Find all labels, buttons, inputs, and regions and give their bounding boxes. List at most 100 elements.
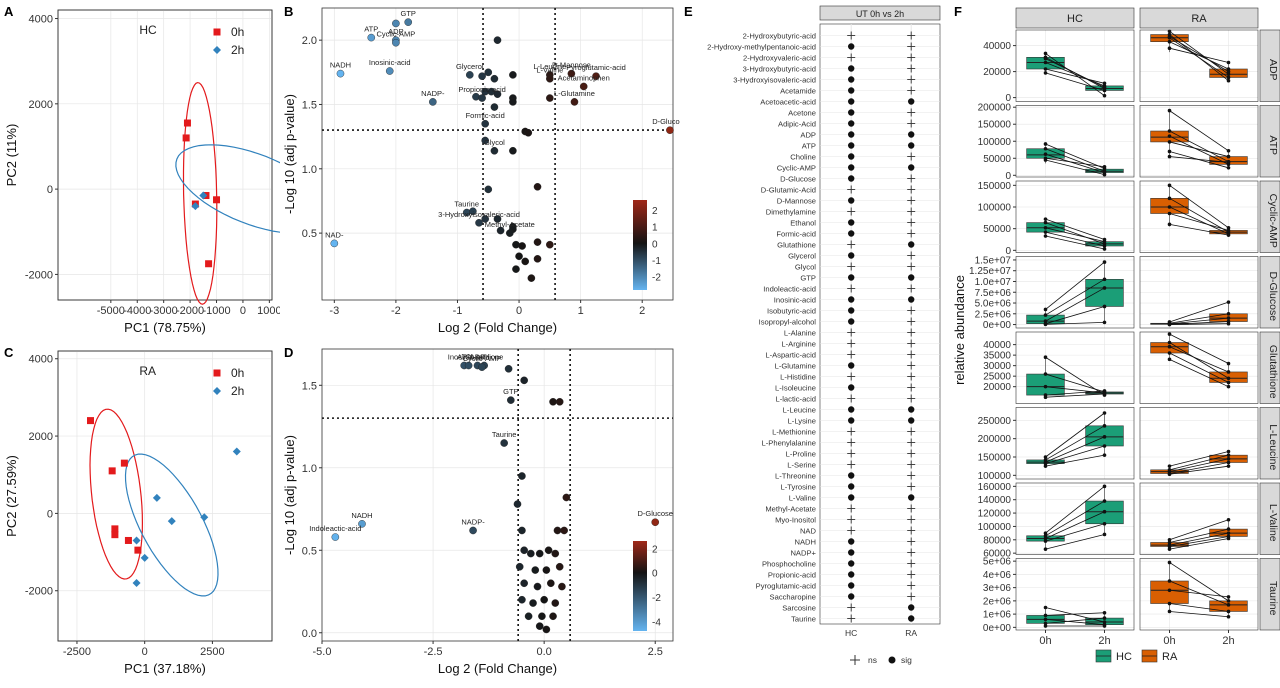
x-tick-label: 0h: [1039, 635, 1051, 647]
pair-line: [1169, 37, 1229, 78]
pair-point: [1226, 536, 1231, 541]
pair-point: [1226, 226, 1231, 230]
pair-point: [1167, 322, 1172, 327]
point-label: NAD-: [325, 230, 344, 239]
row-label: L-Isoleucine: [775, 383, 816, 392]
pair-point: [1167, 357, 1172, 362]
y-tick-label: 7.5e+06: [975, 288, 1012, 299]
facet-strip-row: [1259, 482, 1280, 555]
pair-line: [1169, 333, 1229, 364]
pair-point: [1226, 614, 1231, 619]
row-label: ATP: [802, 141, 816, 150]
point-0h: [111, 531, 119, 539]
point-label: Taurine: [492, 430, 517, 439]
colorbar: [633, 541, 647, 631]
x-tick-label: 2: [639, 305, 645, 317]
y-tick-label: 2000: [29, 99, 53, 111]
pair-point: [1226, 154, 1231, 159]
confidence-ellipse-2h: [124, 453, 219, 597]
point-0h: [87, 417, 95, 425]
point-label: 3-Hydroxyisovaleric-acid: [438, 210, 520, 219]
y-tick-label: 0.5: [302, 545, 317, 557]
pair-point: [1102, 532, 1107, 537]
pair-point: [1226, 316, 1231, 320]
pair-point: [1226, 72, 1231, 76]
volcano-point: [509, 71, 517, 79]
pair-point: [1043, 220, 1048, 225]
volcano-point: [504, 364, 513, 373]
plot-frame: [57, 350, 273, 642]
facet-Glutathione-RA: [1139, 331, 1259, 404]
y-tick-label: 4e+06: [983, 570, 1012, 581]
pair-line: [1045, 218, 1105, 240]
volcano-point: [493, 90, 502, 98]
row-label: L-Glutamine: [775, 361, 816, 370]
volcano-point: [512, 240, 520, 249]
row-label: L-Arginine: [781, 339, 816, 348]
pair-point: [1043, 605, 1048, 610]
volcano-point: [538, 612, 546, 621]
point-0h: [182, 134, 190, 142]
pair-point: [1043, 307, 1048, 312]
row-label: Methyl-Acetate: [765, 504, 816, 513]
pair-point: [1102, 164, 1107, 169]
volcano-point: [404, 18, 413, 26]
pair-point: [1226, 370, 1231, 374]
row-label: Sarcosine: [782, 603, 816, 612]
pair-point: [1167, 205, 1172, 209]
pair-line: [1045, 511, 1105, 539]
pair-point: [1226, 166, 1231, 170]
pair-point: [1043, 51, 1048, 56]
pair-line: [1169, 36, 1229, 72]
facet-Taurine-RA: [1139, 558, 1259, 631]
pair-point: [1043, 230, 1048, 234]
facet-strip-row-label: L-Leucine: [1267, 424, 1279, 470]
y-tick-label: 250000: [978, 416, 1012, 427]
sig-dot: [908, 164, 915, 171]
panel-letter: E: [684, 4, 693, 19]
x-tick-label: 0: [516, 305, 522, 317]
pair-point: [1043, 464, 1048, 468]
row-label: L-Alanine: [784, 328, 816, 337]
pair-point: [1167, 544, 1172, 549]
point-2h: [152, 493, 161, 502]
volcano-point: [666, 126, 674, 135]
pair-point: [1043, 142, 1048, 146]
pair-line: [1045, 261, 1105, 310]
pair-point: [1226, 300, 1231, 304]
pair-line: [1045, 148, 1105, 172]
volcano-point: [520, 376, 528, 385]
pair-point: [1043, 617, 1048, 622]
plot-area: ATPADPGlutathioneInosinic-acidCyclic-AMP…: [309, 348, 674, 644]
y-tick-label: 2e+06: [983, 596, 1012, 607]
row-label: Formic-acid: [776, 229, 816, 238]
sig-dot: [848, 43, 855, 50]
facet-border: [1015, 105, 1135, 178]
point-label: Inosinic-acid: [448, 352, 490, 361]
pair-point: [1102, 610, 1107, 615]
y-axis-label: -Log 10 (adj p-value): [282, 94, 297, 214]
sig-dot: [908, 406, 915, 413]
point-label: Taurine: [454, 200, 479, 209]
sig-dot: [848, 175, 855, 182]
panel-f: F HC RA ADP 0 20000 40000 ATP 0 50000 100000 150000…: [950, 0, 1280, 683]
pair-line: [1169, 589, 1229, 598]
pair-point: [1226, 160, 1231, 165]
plot-bg: [322, 349, 673, 641]
row-label: Glycerol: [788, 251, 816, 260]
panel-e: E UT 0h vs 2h 2-Hydroxybutyric-acid 2-Hydro…: [680, 0, 950, 683]
panel-letter: F: [954, 4, 962, 19]
point-label: Glutathione: [465, 352, 503, 361]
pair-point: [1043, 60, 1048, 65]
pair-point: [1102, 411, 1107, 415]
point-0h: [108, 467, 116, 475]
volcano-point: [478, 363, 486, 371]
sig-dot: [908, 131, 915, 138]
sig-dot: [848, 197, 855, 204]
x-tick-label: -2: [391, 305, 401, 317]
panel-letter: A: [4, 4, 14, 19]
legend-label: 2h: [231, 384, 244, 398]
row-label: Isopropyl-alcohol: [759, 317, 817, 326]
pair-point: [1167, 134, 1172, 138]
pair-point: [1102, 85, 1107, 89]
